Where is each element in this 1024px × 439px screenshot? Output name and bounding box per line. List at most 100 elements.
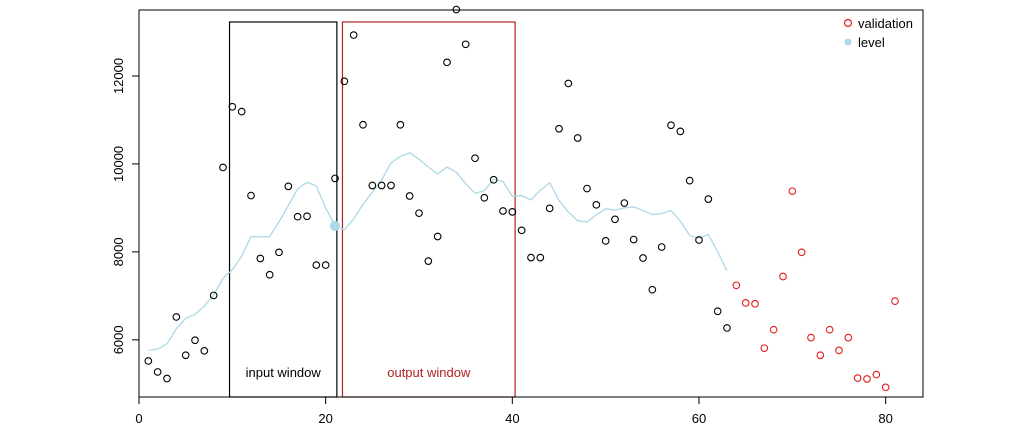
observed-point <box>303 212 311 221</box>
observed-point <box>256 254 265 263</box>
level-marker <box>330 220 340 231</box>
observed-point <box>685 176 694 185</box>
observed-point <box>172 313 181 321</box>
validation-point <box>797 248 806 257</box>
observed-point <box>573 134 582 142</box>
observed-point <box>265 270 274 279</box>
observed-point <box>144 357 153 365</box>
validation-point <box>751 299 759 308</box>
observed-point <box>667 121 675 130</box>
legend-validation-label: validation <box>858 16 913 31</box>
observed-point <box>228 102 237 111</box>
validation-point <box>825 325 834 334</box>
observed-point <box>331 174 339 183</box>
observed-point <box>471 154 479 163</box>
observed-point <box>489 175 498 184</box>
validation-point <box>807 333 815 342</box>
observed-point <box>181 351 190 360</box>
observed-point <box>676 127 685 136</box>
y-tick-label: 6000 <box>111 325 126 354</box>
observed-point <box>480 193 489 202</box>
observed-point <box>536 253 545 262</box>
level-line <box>148 152 728 352</box>
x-tick-label: 60 <box>692 411 706 426</box>
output-window-box <box>341 21 516 398</box>
validation-point <box>872 370 881 379</box>
observed-point <box>611 215 619 224</box>
observed-point <box>321 261 330 269</box>
legend: validation level <box>843 16 913 50</box>
observed-point <box>377 181 386 190</box>
observed-point <box>601 237 610 245</box>
windows-layer: input window output window <box>228 21 516 398</box>
observed-point <box>163 374 171 383</box>
observed-point <box>219 163 227 172</box>
observed-point <box>695 236 703 244</box>
validation-point <box>741 299 750 307</box>
observed-point <box>648 285 657 294</box>
observed-point <box>499 207 507 215</box>
observed-point <box>368 181 377 190</box>
observed-point <box>527 253 535 262</box>
validation-point <box>881 383 890 392</box>
observed-point <box>312 261 321 269</box>
observed-point <box>275 248 283 257</box>
validation-point <box>863 375 871 383</box>
validation-point <box>788 187 797 196</box>
validation-point <box>844 333 853 342</box>
observed-point <box>396 120 405 129</box>
observed-point <box>452 5 461 14</box>
y-axis: 6000 8000 10000 12000 <box>111 58 140 354</box>
observed-point <box>349 31 358 39</box>
observed-point <box>639 254 647 262</box>
observed-point <box>405 192 414 200</box>
observed-point <box>433 232 442 241</box>
observed-point <box>209 291 218 300</box>
y-tick-label: 10000 <box>111 146 126 182</box>
observed-point <box>415 209 423 218</box>
observed-point <box>657 243 666 251</box>
validation-point <box>891 297 899 305</box>
observed-point <box>508 208 517 216</box>
observed-point <box>340 77 349 86</box>
x-tick-label: 0 <box>135 411 142 426</box>
observed-point <box>293 212 302 221</box>
plot-frame <box>138 9 924 398</box>
legend-validation-marker <box>843 18 853 28</box>
observed-point <box>555 124 563 133</box>
observed-point <box>191 336 199 345</box>
observed-point <box>200 346 209 355</box>
observed-point <box>237 107 246 116</box>
x-tick-label: 20 <box>318 411 332 426</box>
observed-point <box>284 182 293 191</box>
observed-point <box>461 40 470 49</box>
observed-point <box>424 257 433 265</box>
validation-point <box>732 281 741 290</box>
observed-point <box>620 199 629 207</box>
x-axis: 0 20 40 60 80 <box>135 396 893 426</box>
observed-point <box>629 235 638 244</box>
x-tick-label: 80 <box>878 411 892 426</box>
observed-point <box>247 191 255 200</box>
observed-point <box>387 181 395 190</box>
observed-point <box>713 307 722 316</box>
points-layer <box>144 5 899 392</box>
observed-point <box>583 184 591 193</box>
observed-point <box>704 195 713 203</box>
validation-point <box>853 374 862 382</box>
validation-point <box>760 344 769 353</box>
level-line-layer <box>148 152 728 352</box>
output-window-label: output window <box>387 365 471 380</box>
input-window-box <box>228 21 338 398</box>
observed-point <box>723 324 731 332</box>
observed-point <box>517 226 526 235</box>
legend-level-label: level <box>858 35 885 50</box>
validation-point <box>816 351 825 360</box>
legend-level-marker <box>844 38 852 46</box>
observed-point <box>443 58 451 67</box>
input-window-label: input window <box>246 365 322 380</box>
y-tick-label: 8000 <box>111 237 126 266</box>
validation-point <box>779 272 787 281</box>
x-tick-label: 40 <box>505 411 519 426</box>
